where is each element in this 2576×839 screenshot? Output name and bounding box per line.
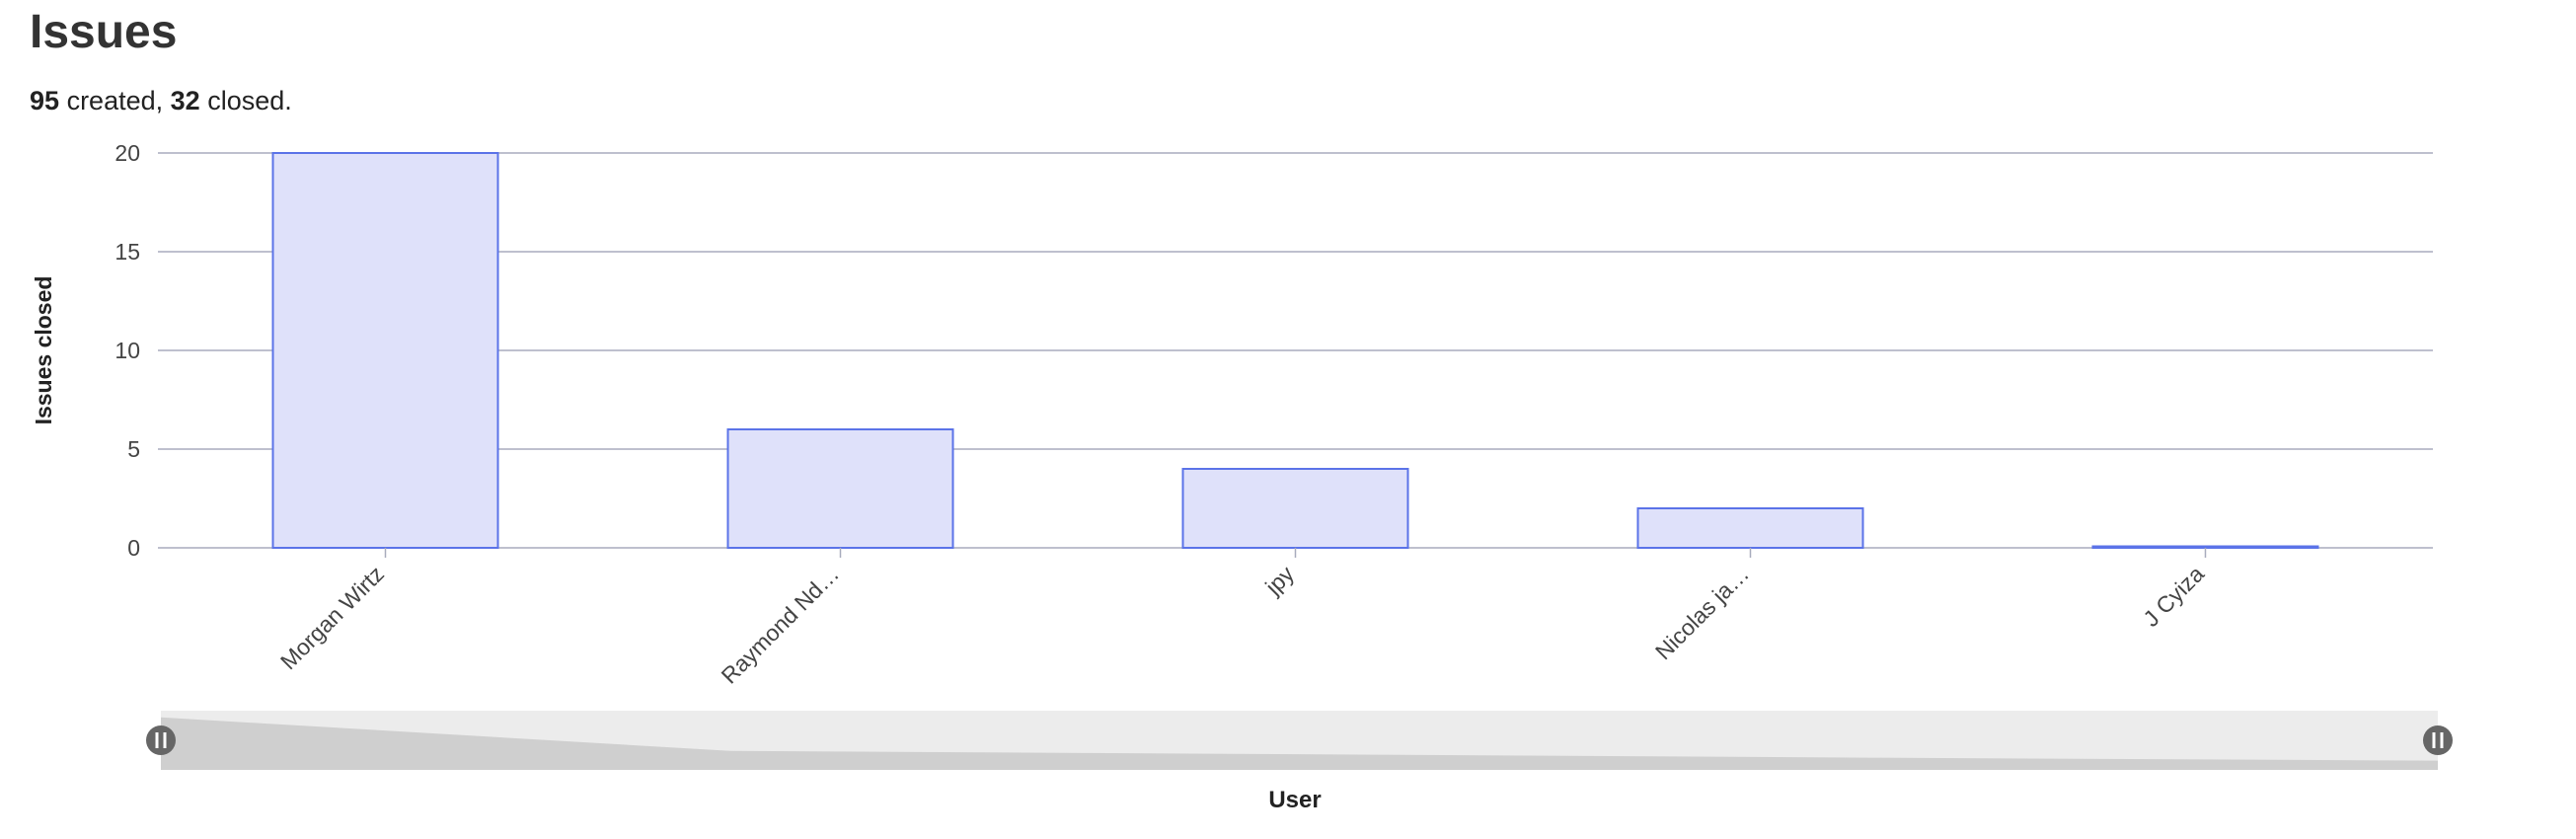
zoom-handle-right[interactable] [2423,725,2453,755]
y-tick-label: 10 [114,338,140,363]
x-tick-label: Raymond Nd… [716,561,844,689]
x-axis-label: User [1268,787,1321,813]
created-count: 95 [30,86,60,115]
y-tick-label: 5 [127,436,140,462]
bars [271,152,2319,549]
y-tick-label: 0 [127,535,140,561]
x-tick-label: J Cyiza [2138,561,2209,632]
y-axis-label: Issues closed [31,276,56,425]
zoom-overview-area [161,717,2438,770]
bar[interactable] [2091,545,2319,549]
bar[interactable] [726,428,954,549]
x-tick-label: Nicolas ja… [1650,561,1754,664]
y-tick-label: 15 [114,239,140,265]
bar[interactable] [1636,507,1864,549]
bar[interactable] [271,152,499,549]
zoom-slider[interactable] [146,711,2453,770]
zoom-handle-circle[interactable] [2423,725,2453,755]
x-tick-label: jpy [1259,561,1299,600]
y-tick-label: 20 [114,140,140,166]
created-label: created, [66,86,164,115]
zoom-handle-circle[interactable] [146,725,176,755]
page-title: Issues [30,6,178,58]
zoom-handle-left[interactable] [146,725,176,755]
closed-label: closed. [207,86,292,115]
bar[interactable] [1181,468,1409,549]
closed-count: 32 [170,86,200,115]
issues-summary: 95 created, 32 closed. [30,81,292,120]
y-axis-ticks: 0 5 10 15 20 [114,140,140,561]
x-axis-ticks: Morgan Wirtz Raymond Nd… jpy Nicolas ja… J C… [275,548,2209,689]
x-tick-label: Morgan Wirtz [275,561,389,674]
